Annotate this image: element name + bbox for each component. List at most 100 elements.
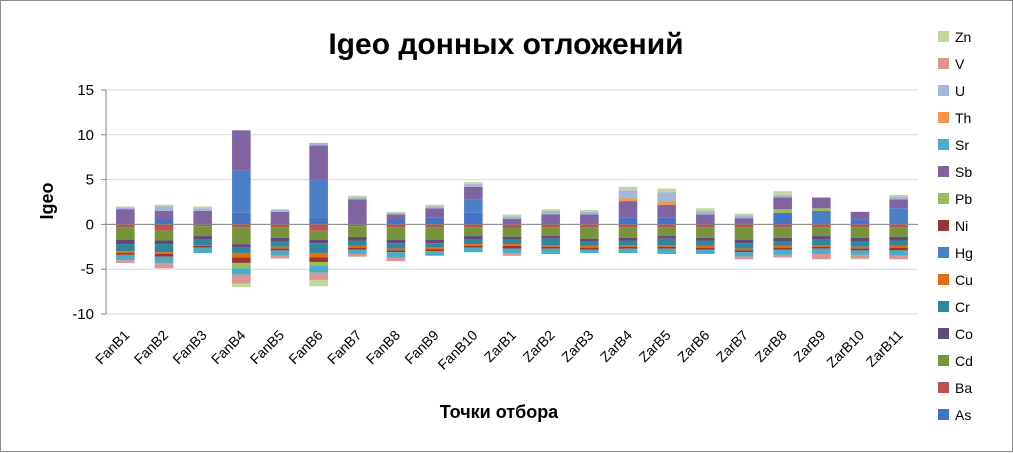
bar-segment-ba-fanb2 bbox=[154, 224, 174, 231]
bar-segment-cr-zarb1 bbox=[502, 239, 522, 245]
bar-segment-ba-fanb7 bbox=[348, 224, 367, 227]
bar-segment-ni-fanb4 bbox=[232, 257, 251, 263]
x-tick-label: ZarB3 bbox=[558, 327, 596, 365]
bar-segment-v-zarb9 bbox=[812, 253, 831, 260]
bar-segment-zn-fanb5 bbox=[270, 209, 290, 211]
bar-segment-v-zarb11 bbox=[889, 255, 908, 260]
legend-swatch-cr bbox=[938, 301, 949, 312]
bar-segment-cu-zarb4 bbox=[618, 245, 638, 247]
bar-segment-as-zarb10 bbox=[850, 219, 870, 225]
bar-segment-cu-zarb10 bbox=[850, 246, 870, 249]
legend-swatch-zn bbox=[938, 31, 949, 42]
bar-segment-cu-fanb1 bbox=[116, 251, 135, 254]
x-tick-label: FanB1 bbox=[92, 327, 133, 368]
legend: Zn VU Th Sr Sb Pb Ni Hg Cu Cr Co Cd Ba As bbox=[938, 29, 973, 423]
bar-segment-sr-zarb6 bbox=[696, 249, 715, 254]
bar-segment-u-fanb5 bbox=[270, 210, 290, 212]
bar-segment-co-zarb2 bbox=[541, 236, 560, 239]
bar-segment-u-zarb7 bbox=[734, 215, 754, 219]
bar-segment-zn-fanb6 bbox=[309, 279, 328, 287]
bar-segment-sr-fanb6 bbox=[309, 265, 328, 273]
bar-segment-co-zarb5 bbox=[657, 236, 676, 239]
bar-segment-cr-zarb2 bbox=[541, 238, 560, 246]
bar-segment-co-zarb3 bbox=[580, 238, 599, 242]
bar-segment-u-zarb1 bbox=[502, 216, 522, 220]
bar-segment-cd-fanb5 bbox=[270, 227, 290, 238]
legend-label-hg: Hg bbox=[955, 245, 973, 261]
y-tick-label: 15 bbox=[77, 82, 94, 99]
legend-swatch-hg bbox=[938, 247, 949, 258]
bar-segment-zn-fanb8 bbox=[386, 211, 406, 213]
x-tick-label: FanB10 bbox=[434, 327, 480, 373]
bar-segment-cr-zarb11 bbox=[889, 240, 908, 246]
bar-segment-v-fanb4 bbox=[232, 274, 251, 284]
y-tick-label: -10 bbox=[72, 306, 94, 323]
legend-label-u: U bbox=[955, 83, 965, 99]
bar-segment-ba-zarb8 bbox=[773, 224, 792, 228]
bar-segment-co-fanb9 bbox=[425, 239, 444, 244]
bar-segment-as-fanb9 bbox=[425, 217, 444, 225]
legend-swatch-co bbox=[938, 328, 949, 339]
bar-segment-v-zarb8 bbox=[773, 254, 792, 258]
bar-segment-sb-fanb9 bbox=[425, 208, 444, 218]
bar-segment-sb-fanb5 bbox=[270, 211, 290, 225]
bar-segment-cd-zarb10 bbox=[850, 227, 870, 238]
bar-segment-ni-zarb9 bbox=[812, 246, 831, 249]
bar-segment-zn-zarb5 bbox=[657, 188, 676, 193]
legend-label-co: Co bbox=[955, 326, 973, 342]
y-tick-label: 5 bbox=[86, 172, 94, 189]
bar-segment-u-zarb4 bbox=[618, 190, 638, 199]
bar-segment-v-fanb8 bbox=[386, 257, 406, 262]
bar-segment-cr-fanb4 bbox=[232, 247, 251, 254]
bar-segment-ni-zarb3 bbox=[580, 247, 599, 250]
bar-segment-hg-zarb11 bbox=[889, 208, 908, 225]
bar-segment-cr-fanb10 bbox=[464, 239, 483, 245]
bar-segment-cr-fanb5 bbox=[270, 241, 290, 247]
bar-segment-sb-zarb3 bbox=[580, 214, 599, 225]
bar-segment-hg-fanb4 bbox=[232, 170, 251, 213]
bar-segment-cu-zarb11 bbox=[889, 245, 908, 248]
bar-segment-sr-zarb4 bbox=[618, 248, 638, 254]
bar-segment-ba-fanb10 bbox=[464, 224, 483, 228]
bar-segment-ni-fanb5 bbox=[270, 248, 290, 251]
bar-segment-sb-zarb9 bbox=[812, 197, 831, 209]
bar-segment-cd-fanb3 bbox=[193, 226, 212, 237]
bar-segment-sb-zarb8 bbox=[773, 197, 792, 210]
bar-segment-ni-zarb1 bbox=[502, 245, 522, 249]
bar-segment-cu-fanb5 bbox=[270, 246, 290, 249]
bar-segment-sb-fanb7 bbox=[348, 199, 367, 225]
bar-segment-hg-fanb10 bbox=[464, 199, 483, 213]
bar-segment-ba-fanb5 bbox=[270, 224, 290, 228]
bar-segment-u-fanb3 bbox=[193, 208, 212, 211]
bar-segment-cu-fanb3 bbox=[193, 245, 212, 246]
bar-segment-zn-zarb2 bbox=[541, 209, 560, 211]
bar-segment-ba-zarb1 bbox=[502, 224, 522, 228]
x-tick-label: ZarB1 bbox=[481, 327, 519, 365]
bar-segment-ni-zarb10 bbox=[850, 248, 870, 251]
bar-segment-cr-zarb10 bbox=[850, 241, 870, 247]
bar-segment-sb-zarb6 bbox=[696, 214, 715, 225]
chart-title: Igeo донных отложений bbox=[328, 28, 683, 61]
bar-segment-cd-zarb7 bbox=[734, 227, 754, 240]
bar-segment-zn-zarb1 bbox=[502, 214, 522, 217]
bar-segment-ba-zarb9 bbox=[812, 224, 831, 228]
bar-segment-sb-zarb11 bbox=[889, 199, 908, 209]
bar-segment-zn-fanb4 bbox=[232, 283, 251, 288]
bar-segment-sb-zarb2 bbox=[541, 214, 560, 225]
legend-label-sb: Sb bbox=[955, 164, 972, 180]
bar-segment-hg-zarb9 bbox=[812, 210, 831, 225]
x-tick-label: ZarB7 bbox=[713, 327, 751, 365]
legend-label-cd: Cd bbox=[955, 353, 973, 369]
bar-segment-as-fanb10 bbox=[464, 212, 483, 225]
legend-label-th: Th bbox=[955, 110, 971, 126]
bar-segment-sr-fanb8 bbox=[386, 252, 406, 258]
bar-segment-cd-fanb7 bbox=[348, 226, 367, 237]
gridlines bbox=[106, 89, 918, 315]
bar-segment-ni-fanb1 bbox=[116, 253, 135, 255]
bar-segment-co-fanb10 bbox=[464, 236, 483, 240]
bar-segment-sr-fanb3 bbox=[193, 247, 212, 254]
bar-segment-cd-zarb4 bbox=[618, 227, 638, 238]
bar-segment-cu-fanb4 bbox=[232, 253, 251, 258]
bar-segment-co-zarb7 bbox=[734, 239, 754, 244]
